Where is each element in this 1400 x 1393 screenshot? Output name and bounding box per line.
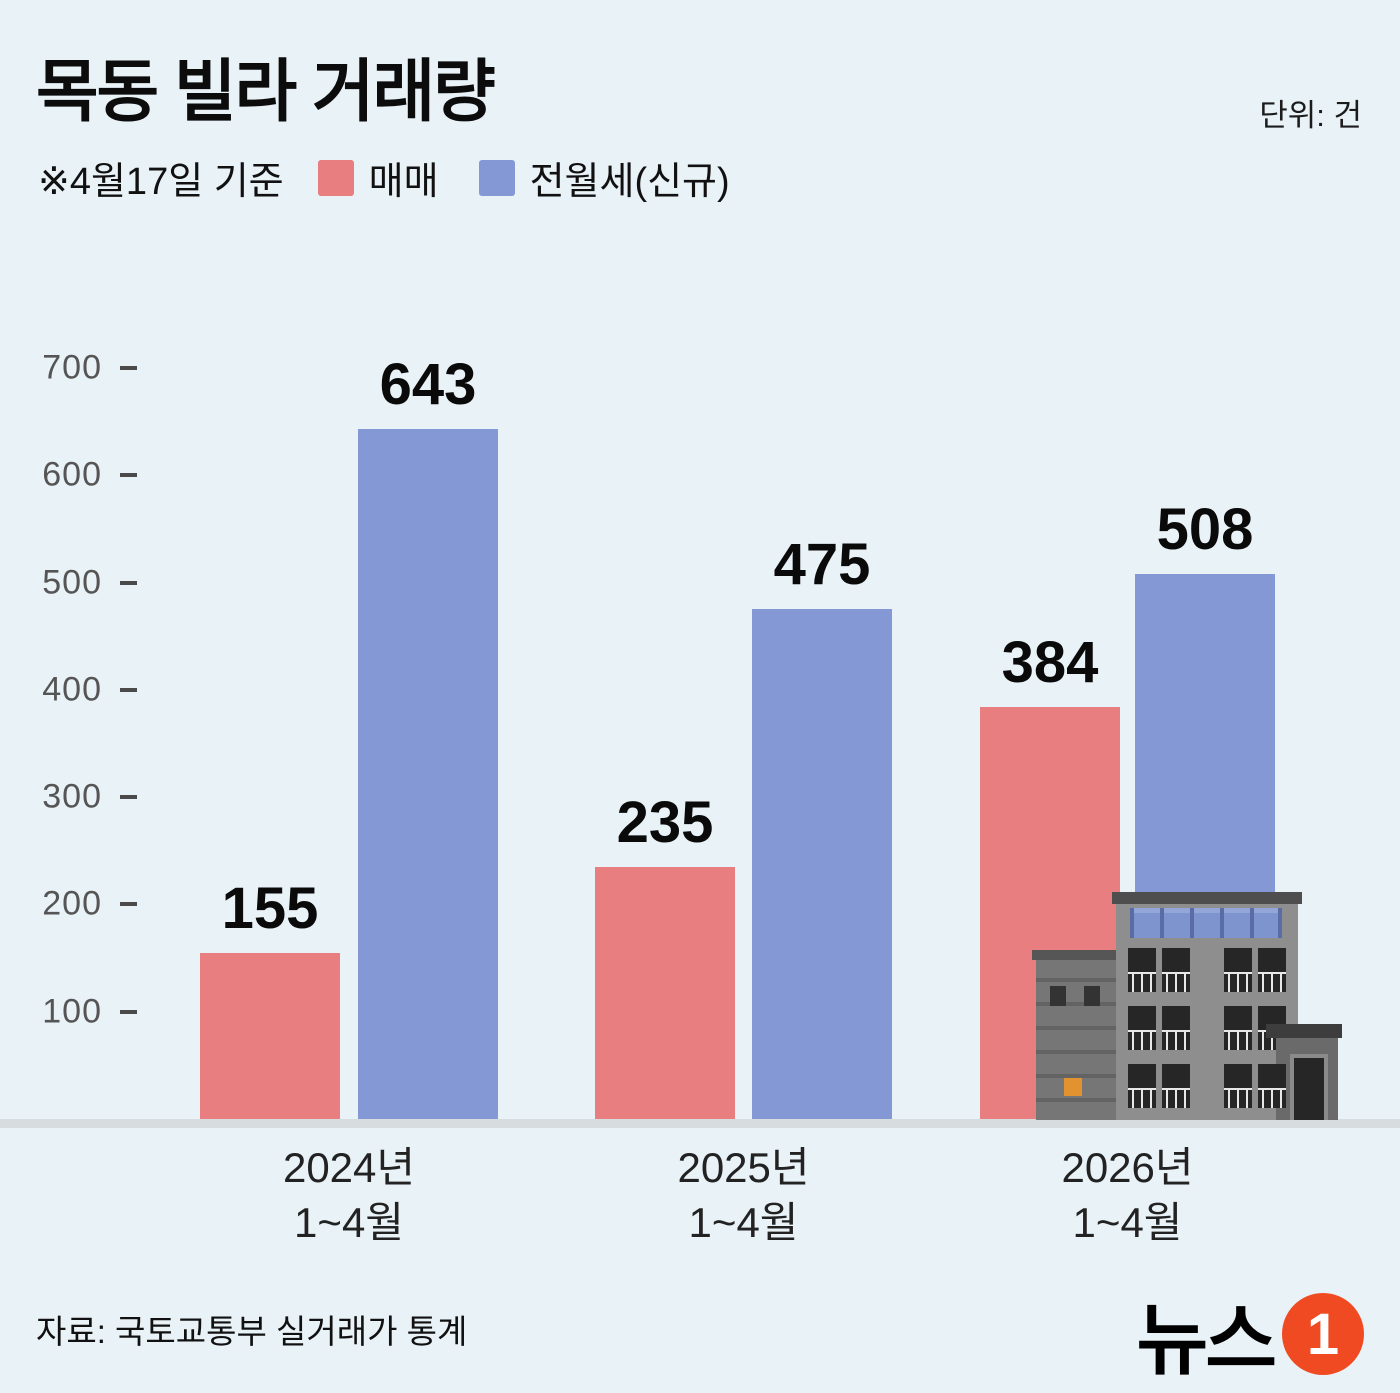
legend-label: 전월세(신규) bbox=[529, 161, 730, 203]
legend-item: 전월세(신규) bbox=[478, 150, 730, 205]
news1-logo: 뉴스 1 bbox=[1136, 1278, 1364, 1390]
bar-value-label: 235 bbox=[616, 790, 714, 855]
y-axis-tick-mark bbox=[120, 1009, 137, 1014]
legend-swatch bbox=[317, 159, 354, 196]
x-axis-category-line: 1~4월 bbox=[688, 1199, 799, 1247]
y-axis-tick-mark bbox=[120, 902, 137, 907]
bar-value-label: 643 bbox=[379, 352, 477, 417]
y-axis-tick-label: 500 bbox=[42, 563, 102, 601]
y-axis-tick-label: 600 bbox=[42, 455, 102, 494]
legend-label: 매매 bbox=[368, 161, 439, 203]
x-axis-category-label: 2026년 1~4월 bbox=[1061, 1140, 1193, 1251]
legend-row: ※4월17일 기준 매매 전월세(신규) bbox=[38, 150, 730, 205]
x-axis-category-label: 2024년 1~4월 bbox=[283, 1140, 415, 1251]
y-axis-tick-label: 100 bbox=[42, 992, 102, 1031]
bar-value-label: 508 bbox=[1156, 497, 1254, 562]
legend-item: 매매 bbox=[317, 150, 439, 205]
x-axis-category-line: 2026년 bbox=[1061, 1144, 1194, 1191]
x-axis-category-label: 2025년 1~4월 bbox=[677, 1140, 809, 1251]
y-axis-tick-label: 200 bbox=[42, 884, 102, 923]
x-axis-category-line: 2025년 bbox=[677, 1144, 810, 1191]
y-axis-tick-label: 300 bbox=[42, 777, 102, 816]
news1-logo-one-badge: 1 bbox=[1282, 1293, 1364, 1375]
bar-전월세(신규)-2025년 bbox=[752, 609, 892, 1119]
reference-date-note: ※4월17일 기준 bbox=[38, 161, 284, 203]
x-axis-baseline bbox=[0, 1119, 1400, 1128]
y-axis-tick-label: 700 bbox=[42, 348, 102, 387]
legend-swatch bbox=[478, 159, 515, 196]
bar-전월세(신규)-2024년 bbox=[358, 429, 498, 1119]
chart-legend: 매매 전월세(신규) bbox=[317, 150, 730, 205]
source-note: 자료: 국토교통부 실거래가 통계 bbox=[36, 1313, 468, 1350]
page-title: 목동 빌라 거래량 bbox=[36, 54, 496, 130]
y-axis-tick-mark bbox=[120, 473, 137, 478]
unit-label: 단위: 건 bbox=[1259, 98, 1362, 133]
bar-매매-2025년 bbox=[595, 867, 735, 1119]
bar-매매-2024년 bbox=[200, 953, 340, 1119]
y-axis-tick-label: 400 bbox=[42, 670, 102, 709]
x-axis-category-line: 1~4월 bbox=[1072, 1199, 1183, 1247]
bar-value-label: 155 bbox=[221, 876, 319, 941]
y-axis-tick-mark bbox=[120, 795, 137, 800]
bar-value-label: 384 bbox=[1001, 630, 1099, 695]
y-axis-tick-mark bbox=[120, 365, 137, 370]
bar-value-label: 475 bbox=[773, 532, 871, 597]
y-axis-tick-mark bbox=[120, 687, 137, 692]
y-axis-tick-mark bbox=[120, 580, 137, 585]
x-axis-category-line: 2024년 bbox=[282, 1144, 416, 1191]
news1-logo-text: 뉴스 bbox=[1136, 1296, 1277, 1384]
x-axis-category-line: 1~4월 bbox=[294, 1199, 404, 1247]
building-illustration bbox=[1032, 892, 1342, 1120]
